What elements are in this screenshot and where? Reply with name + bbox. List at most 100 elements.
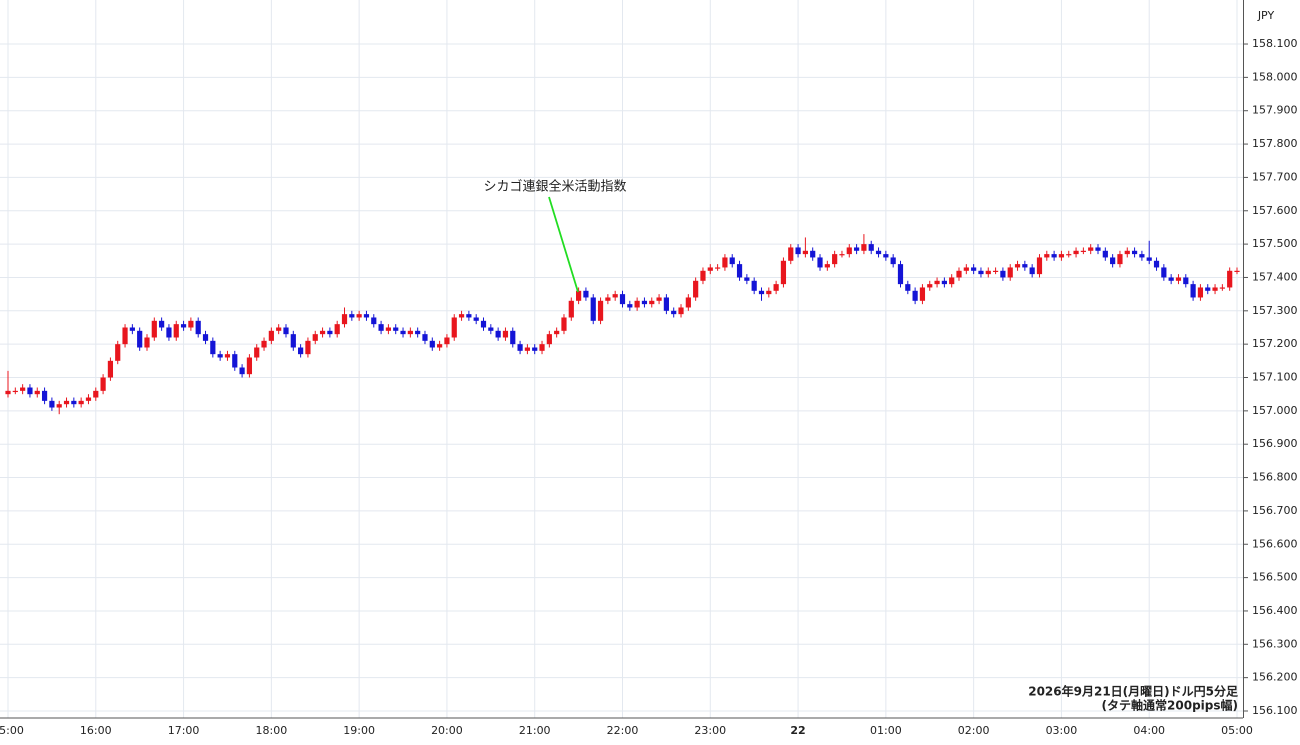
candle-body [919, 287, 926, 301]
candle-body [1029, 267, 1035, 275]
x-tick-label: 17:00 [168, 724, 200, 737]
candle-body [693, 280, 699, 298]
candle-body [744, 277, 750, 281]
annotation-pointer [548, 196, 579, 293]
y-tick-label: 156.400 [1252, 604, 1298, 617]
candle-body [795, 247, 801, 255]
candle-body [290, 334, 296, 348]
candle-body [590, 297, 596, 321]
candle-body [963, 267, 969, 271]
candle-body [780, 260, 787, 285]
candle-body [341, 314, 348, 325]
candle-body [5, 390, 11, 395]
candle-body [422, 334, 428, 341]
y-tick-label: 157.200 [1252, 337, 1298, 350]
candle-body [912, 290, 918, 301]
x-tick-label: 23:00 [694, 724, 726, 737]
x-tick-label: 05:00 [1221, 724, 1253, 737]
candle-body [144, 337, 150, 348]
candle-body [371, 317, 377, 325]
candle-body [868, 244, 874, 251]
grid [0, 0, 1243, 718]
candle-body [451, 317, 457, 338]
candle-body [568, 300, 574, 318]
candle-body [656, 297, 662, 301]
candle-body [605, 297, 611, 301]
candle-body [458, 314, 465, 318]
candle-body [276, 327, 282, 331]
candle-body [875, 250, 882, 255]
candle-body [766, 290, 772, 295]
candle-body [583, 290, 589, 298]
candle-body [166, 327, 172, 338]
candle-body [641, 300, 648, 305]
candle-body [312, 334, 318, 341]
candle-body [597, 300, 604, 321]
candle-body [378, 324, 384, 331]
candle-body [1205, 287, 1211, 291]
candle-body [853, 247, 860, 251]
candle-body [1219, 287, 1225, 289]
candle-body [1117, 254, 1123, 265]
candle-body [554, 330, 560, 335]
candle-body [1051, 254, 1057, 258]
candle-body [93, 390, 99, 398]
candle-body [466, 314, 472, 318]
candle-body [495, 330, 501, 338]
candle-body [612, 294, 618, 298]
x-tick-label: 20:00 [431, 724, 463, 737]
candle-body [649, 300, 655, 305]
candle-body [729, 257, 735, 265]
candle-body [173, 324, 179, 338]
candle-body [151, 320, 157, 338]
candle-body [978, 270, 984, 275]
y-tick-label: 156.100 [1252, 704, 1298, 717]
candle-body [1227, 270, 1233, 288]
candle-body [561, 317, 567, 331]
x-tick-label: 22 [790, 724, 805, 737]
candle-body [78, 400, 84, 405]
x-tick-label: 19:00 [343, 724, 375, 737]
candle-body [1197, 287, 1204, 298]
candle-body [722, 257, 728, 268]
candle-body [1080, 250, 1086, 252]
candle-body [810, 250, 816, 258]
candle-body [971, 267, 977, 271]
candle-body [429, 340, 435, 348]
candle-body [239, 367, 245, 375]
y-tick-label: 157.700 [1252, 170, 1298, 183]
candle-body [985, 270, 991, 275]
candle-body [671, 310, 677, 315]
candle-body [349, 314, 355, 318]
candle-body [502, 330, 509, 338]
candle-body [788, 247, 794, 261]
y-tick-label: 158.100 [1252, 37, 1298, 50]
candle-body [393, 327, 399, 331]
candle-body [268, 330, 274, 341]
candle-body [488, 327, 494, 331]
candle-body [115, 344, 121, 361]
candle-body [195, 320, 201, 335]
candle-body [210, 340, 216, 355]
candle-body [407, 330, 413, 335]
candle-body [539, 344, 545, 351]
candle-body [27, 387, 33, 395]
candle-body [1000, 270, 1006, 278]
candle-body [1110, 257, 1116, 265]
candle-body [846, 247, 852, 255]
candle-body [619, 294, 626, 305]
candle-body [927, 284, 933, 288]
candle-body [824, 264, 830, 268]
x-tick-label: 22:00 [607, 724, 639, 737]
candle-body [254, 347, 260, 358]
candle-body [1102, 250, 1108, 258]
candle-body [1153, 260, 1160, 268]
candle-body [159, 320, 165, 328]
candle-body [1146, 257, 1152, 261]
candle-body [576, 290, 582, 301]
candle-body [180, 324, 187, 328]
candle-body [1022, 264, 1028, 268]
y-tick-label: 157.400 [1252, 270, 1298, 283]
